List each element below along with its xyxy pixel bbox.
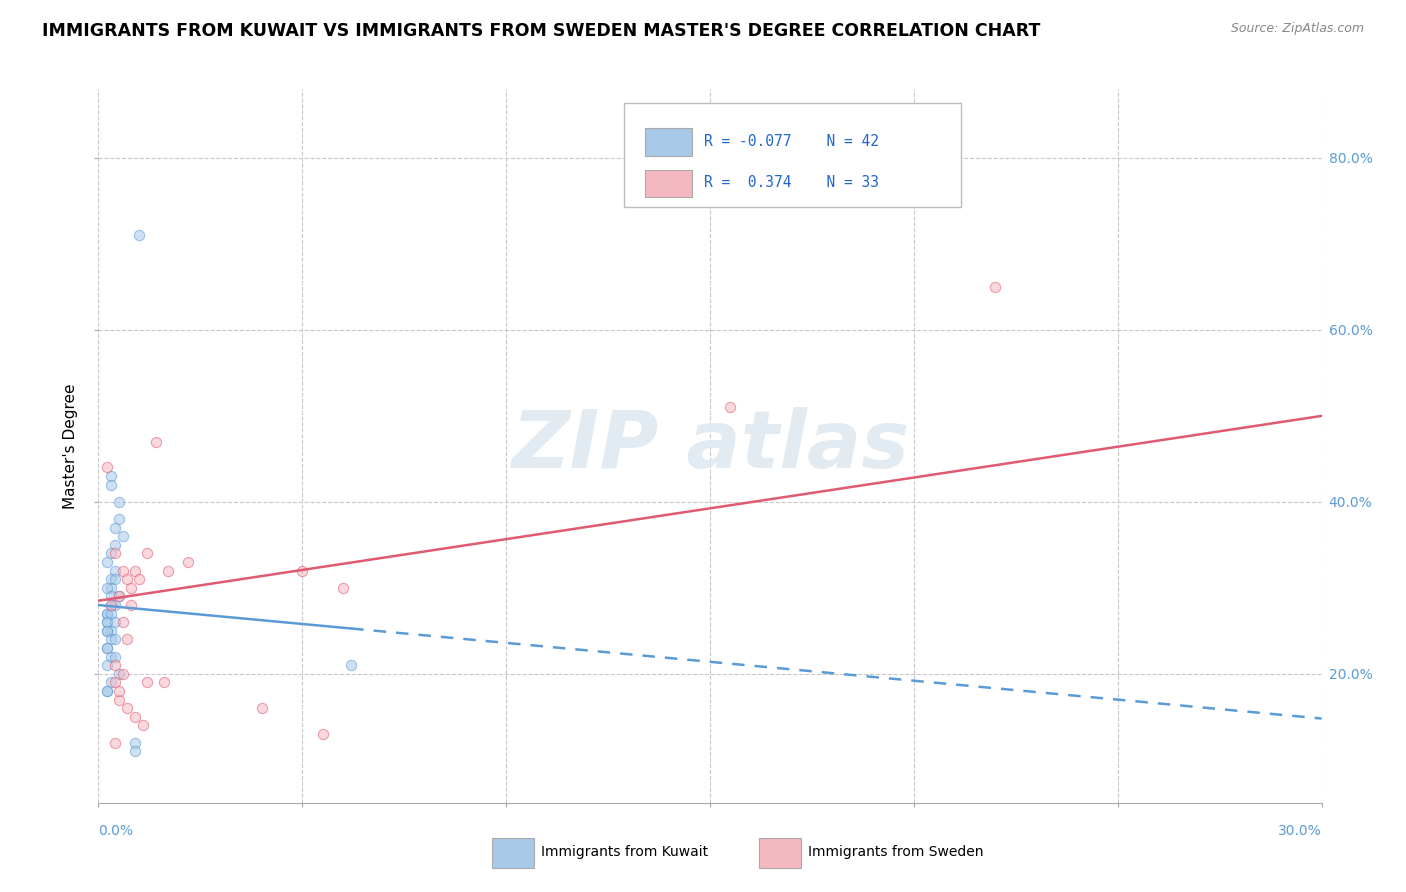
Point	[96, 641, 118, 656]
Point	[100, 607, 122, 621]
Point	[124, 736, 146, 750]
Point	[250, 701, 273, 715]
Point	[96, 460, 118, 475]
Point	[115, 572, 138, 586]
Point	[111, 564, 134, 578]
Point	[332, 581, 354, 595]
Point	[128, 572, 150, 586]
Point	[96, 624, 118, 638]
Point	[104, 564, 127, 578]
Text: IMMIGRANTS FROM KUWAIT VS IMMIGRANTS FROM SWEDEN MASTER'S DEGREE CORRELATION CHA: IMMIGRANTS FROM KUWAIT VS IMMIGRANTS FRO…	[42, 22, 1040, 40]
Text: Immigrants from Kuwait: Immigrants from Kuwait	[541, 845, 709, 859]
Point	[100, 675, 122, 690]
Point	[96, 684, 118, 698]
Point	[120, 581, 142, 595]
Point	[108, 512, 131, 526]
Point	[128, 228, 150, 243]
Point	[100, 598, 122, 612]
Bar	[645, 128, 692, 155]
Point	[96, 555, 118, 569]
Point	[108, 666, 131, 681]
Point	[100, 477, 122, 491]
Point	[104, 675, 127, 690]
Point	[108, 684, 131, 698]
Text: Immigrants from Sweden: Immigrants from Sweden	[808, 845, 984, 859]
Point	[96, 658, 118, 673]
Text: 0.0%: 0.0%	[98, 824, 134, 838]
Point	[108, 495, 131, 509]
Point	[96, 615, 118, 630]
Point	[96, 581, 118, 595]
Point	[100, 572, 122, 586]
Text: R = -0.077    N = 42: R = -0.077 N = 42	[704, 134, 879, 149]
Point	[96, 641, 118, 656]
Point	[100, 590, 122, 604]
Point	[124, 564, 146, 578]
Point	[104, 521, 127, 535]
Point	[104, 598, 127, 612]
Point	[96, 624, 118, 638]
Point	[111, 529, 134, 543]
Point	[104, 538, 127, 552]
Point	[291, 564, 314, 578]
Y-axis label: Master's Degree: Master's Degree	[63, 384, 79, 508]
Point	[111, 615, 134, 630]
Point	[124, 710, 146, 724]
Point	[100, 546, 122, 560]
Point	[136, 675, 159, 690]
Point	[96, 684, 118, 698]
Point	[124, 744, 146, 758]
Text: ZIP atlas: ZIP atlas	[510, 407, 910, 485]
Text: Source: ZipAtlas.com: Source: ZipAtlas.com	[1230, 22, 1364, 36]
FancyBboxPatch shape	[624, 103, 960, 207]
Point	[152, 675, 174, 690]
Point	[145, 434, 167, 449]
Point	[104, 736, 127, 750]
Point	[104, 649, 127, 664]
Point	[96, 615, 118, 630]
Point	[156, 564, 179, 578]
Point	[136, 546, 159, 560]
Point	[108, 692, 131, 706]
Point	[312, 727, 335, 741]
Point	[96, 607, 118, 621]
Text: 30.0%: 30.0%	[1278, 824, 1322, 838]
Point	[104, 572, 127, 586]
Point	[115, 701, 138, 715]
Point	[96, 607, 118, 621]
Point	[108, 590, 131, 604]
Point	[720, 401, 742, 415]
Point	[111, 666, 134, 681]
Point	[104, 658, 127, 673]
Text: R =  0.374    N = 33: R = 0.374 N = 33	[704, 175, 879, 190]
Point	[984, 280, 1007, 294]
Point	[104, 632, 127, 647]
Point	[100, 598, 122, 612]
Point	[100, 581, 122, 595]
Point	[100, 469, 122, 483]
Point	[104, 546, 127, 560]
Point	[100, 649, 122, 664]
Point	[177, 555, 200, 569]
Point	[100, 632, 122, 647]
Point	[120, 598, 142, 612]
Point	[340, 658, 363, 673]
Bar	[645, 169, 692, 197]
Point	[108, 590, 131, 604]
Point	[100, 624, 122, 638]
Point	[132, 718, 155, 732]
Point	[115, 632, 138, 647]
Point	[104, 615, 127, 630]
